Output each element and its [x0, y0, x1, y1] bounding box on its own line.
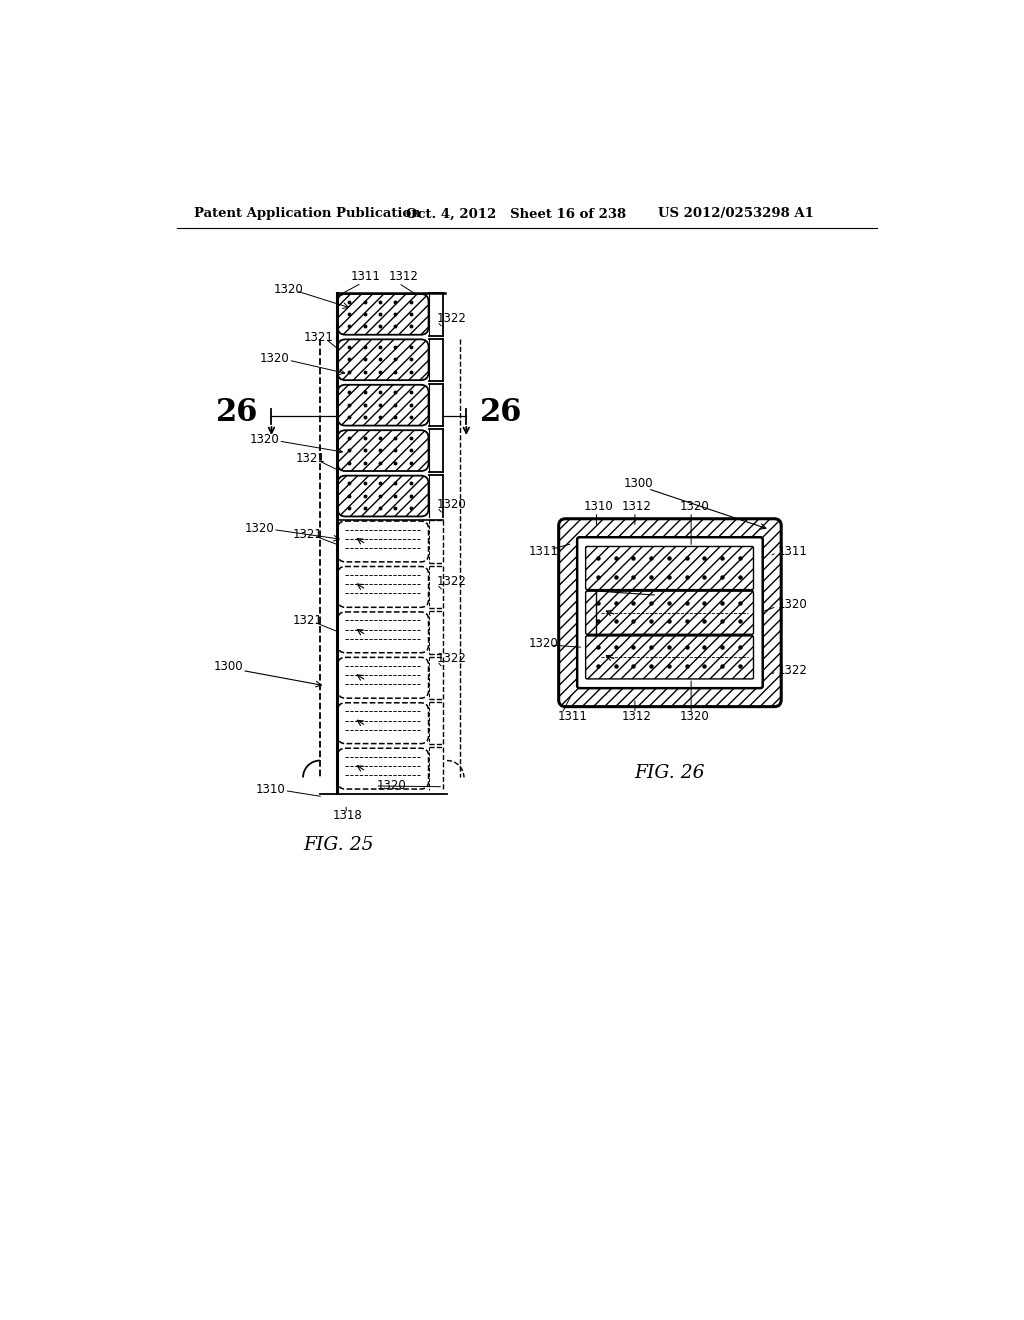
Text: Patent Application Publication: Patent Application Publication	[194, 207, 421, 220]
Text: 1312: 1312	[388, 269, 419, 282]
Text: 1311: 1311	[351, 269, 381, 282]
Text: 1321: 1321	[292, 614, 323, 627]
Text: US 2012/0253298 A1: US 2012/0253298 A1	[658, 207, 814, 220]
FancyBboxPatch shape	[578, 537, 763, 688]
FancyBboxPatch shape	[338, 748, 429, 789]
FancyBboxPatch shape	[338, 430, 429, 471]
Text: 1310: 1310	[256, 783, 286, 796]
Text: 1320: 1320	[777, 598, 807, 611]
Text: 1300: 1300	[624, 477, 653, 490]
Text: 1322: 1322	[437, 576, 467, 589]
Text: 26: 26	[479, 397, 522, 428]
Text: 1320: 1320	[260, 352, 290, 366]
FancyBboxPatch shape	[559, 519, 781, 706]
Text: 1320: 1320	[273, 282, 303, 296]
Text: 1321: 1321	[304, 330, 334, 343]
Text: Oct. 4, 2012   Sheet 16 of 238: Oct. 4, 2012 Sheet 16 of 238	[407, 207, 627, 220]
Text: 1311: 1311	[528, 545, 558, 557]
FancyBboxPatch shape	[586, 546, 754, 590]
FancyBboxPatch shape	[338, 475, 429, 516]
Text: 1321: 1321	[292, 528, 323, 541]
FancyBboxPatch shape	[338, 612, 429, 653]
Text: FIG. 26: FIG. 26	[634, 764, 705, 781]
Text: 1311: 1311	[558, 710, 588, 723]
FancyBboxPatch shape	[586, 636, 754, 678]
Text: FIG. 25: FIG. 25	[303, 837, 374, 854]
Text: 1320: 1320	[528, 638, 558, 649]
Text: 1311: 1311	[777, 545, 807, 557]
Text: 1318: 1318	[333, 809, 362, 822]
FancyBboxPatch shape	[586, 591, 754, 635]
FancyBboxPatch shape	[338, 521, 429, 562]
Text: 1312: 1312	[622, 710, 651, 723]
Text: 1300: 1300	[214, 660, 244, 673]
FancyBboxPatch shape	[338, 294, 429, 335]
Text: 1322: 1322	[777, 664, 807, 677]
Text: 1320: 1320	[377, 779, 407, 792]
Text: 1320: 1320	[680, 710, 710, 723]
Text: 1320: 1320	[245, 521, 274, 535]
FancyBboxPatch shape	[338, 657, 429, 698]
Text: 1320: 1320	[680, 500, 710, 513]
Text: 1322: 1322	[437, 652, 467, 665]
FancyBboxPatch shape	[338, 566, 429, 607]
FancyBboxPatch shape	[338, 339, 429, 380]
Text: 1320: 1320	[250, 433, 280, 446]
Text: 1310: 1310	[584, 500, 613, 513]
Text: 1321: 1321	[296, 453, 326, 465]
FancyBboxPatch shape	[338, 385, 429, 425]
Text: 1322: 1322	[437, 312, 467, 325]
FancyBboxPatch shape	[338, 702, 429, 743]
Text: 1312: 1312	[622, 500, 651, 513]
Text: 1320: 1320	[437, 499, 467, 511]
Text: 26: 26	[216, 397, 258, 428]
